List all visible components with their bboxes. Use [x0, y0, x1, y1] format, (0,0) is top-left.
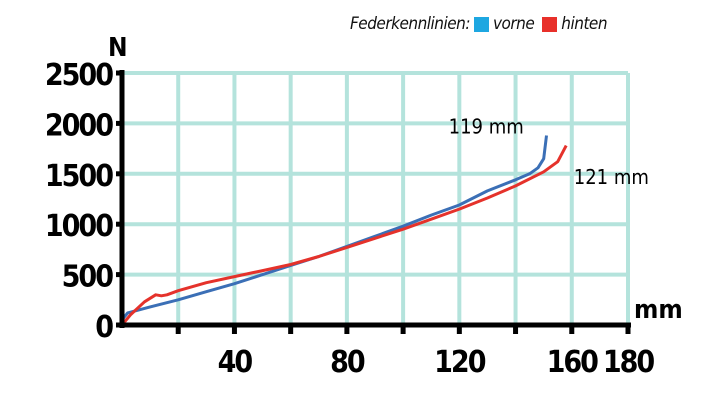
y-axis-label: N	[108, 33, 128, 63]
x-axis-label: mm	[634, 295, 683, 325]
x-tick-label: 40	[218, 345, 253, 380]
legend-label-vorne: vorne	[493, 14, 535, 34]
x-tick-label: 120	[434, 345, 486, 380]
series-line-vorne	[120, 135, 548, 321]
x-tick-label: 180	[603, 345, 655, 380]
y-tick-label: 2500	[45, 58, 113, 93]
y-tick-label: 0	[95, 310, 113, 345]
x-tick-label: 160	[547, 345, 599, 380]
annotation-119mm: 119 mm	[449, 114, 524, 138]
annotation-121mm: 121 mm	[574, 165, 649, 189]
y-tick-label: 1500	[45, 159, 113, 194]
legend: Federkennlinien: vorne hinten	[350, 14, 608, 34]
y-tick-label: 500	[62, 260, 114, 295]
y-tick-label: 2000	[45, 108, 113, 143]
x-tick-label: 80	[330, 345, 365, 380]
legend-swatch-vorne	[474, 16, 489, 32]
legend-swatch-hinten	[542, 16, 558, 32]
legend-title: Federkennlinien:	[350, 14, 471, 34]
legend-label-hinten: hinten	[561, 14, 608, 34]
series-line-hinten	[120, 144, 568, 326]
y-tick-label: 1000	[45, 209, 113, 244]
